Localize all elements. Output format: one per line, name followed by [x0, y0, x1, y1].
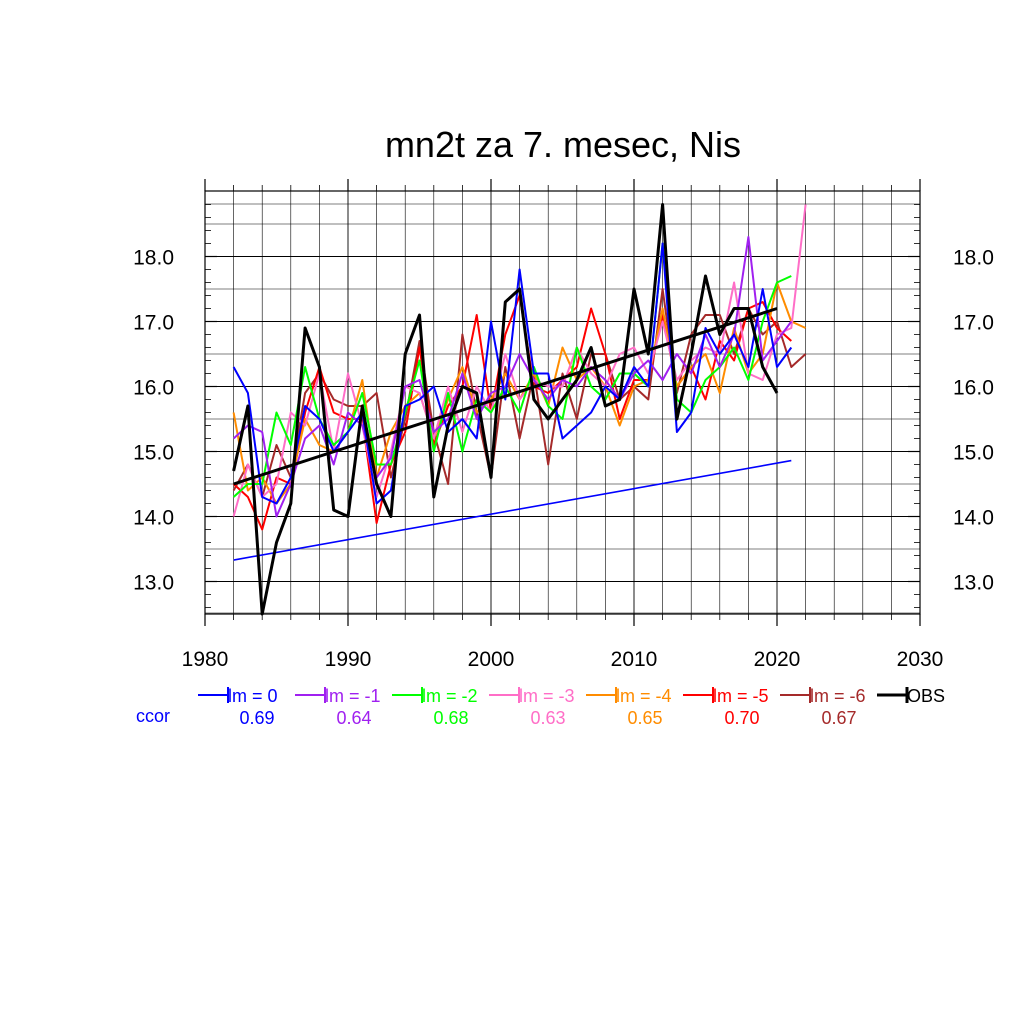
legend-ccor-value: 0.67: [821, 708, 856, 728]
legend-label: lm = -3: [519, 686, 575, 706]
x-tick-label: 2020: [754, 648, 801, 671]
y-tick-label-right: 16.0: [953, 377, 994, 400]
legend-ccor-value: 0.65: [627, 708, 662, 728]
series-layer: [232, 203, 807, 616]
legend-ccor-value: 0.64: [336, 708, 371, 728]
series-line: [232, 288, 807, 498]
x-tick-label: 1980: [182, 648, 229, 671]
y-tick-label-right: 14.0: [953, 507, 994, 530]
legend-label: lm = -2: [422, 686, 478, 706]
x-tick-label: 1990: [325, 648, 372, 671]
trend-line: [233, 459, 792, 561]
chart-title: mn2t za 7. mesec, Nis: [385, 124, 741, 165]
series-line: [232, 203, 779, 616]
series-line: [232, 204, 807, 517]
legend-label: lm = -4: [616, 686, 672, 706]
x-tick-label: 2000: [468, 648, 515, 671]
legend-ccor-value: 0.69: [239, 708, 274, 728]
y-tick-label-right: 15.0: [953, 442, 994, 465]
x-tick-label: 2030: [897, 648, 944, 671]
y-tick-label-left: 15.0: [133, 442, 174, 465]
legend-ccor-value: 0.70: [724, 708, 759, 728]
legend-label: lm = -1: [325, 686, 381, 706]
y-tick-label-right: 17.0: [953, 312, 994, 335]
legend-label: lm = 0: [228, 686, 278, 706]
x-tick-label: 2010: [611, 648, 658, 671]
axis-layer: 1980 1990 2000 2010 2020 2030 13.0 13.0 14.0 14.0…: [133, 179, 994, 671]
legend-ccor-value: 0.68: [433, 708, 468, 728]
plot-frame: [204, 190, 921, 615]
trend-line: [233, 307, 778, 486]
ccor-label: ccor: [136, 706, 170, 726]
y-tick-label-left: 17.0: [133, 312, 174, 335]
y-tick-label-left: 13.0: [133, 572, 174, 595]
y-tick-label-left: 14.0: [133, 507, 174, 530]
y-tick-label-right: 13.0: [953, 572, 994, 595]
y-tick-label-left: 16.0: [133, 377, 174, 400]
legend-label: lm = -5: [713, 686, 769, 706]
y-tick-label-left: 18.0: [133, 247, 174, 270]
legend-label: lm = -6: [810, 686, 866, 706]
y-tick-label-right: 18.0: [953, 247, 994, 270]
legend-label: OBS: [907, 686, 945, 706]
legend-ccor-value: 0.63: [530, 708, 565, 728]
series-line: [232, 294, 792, 531]
